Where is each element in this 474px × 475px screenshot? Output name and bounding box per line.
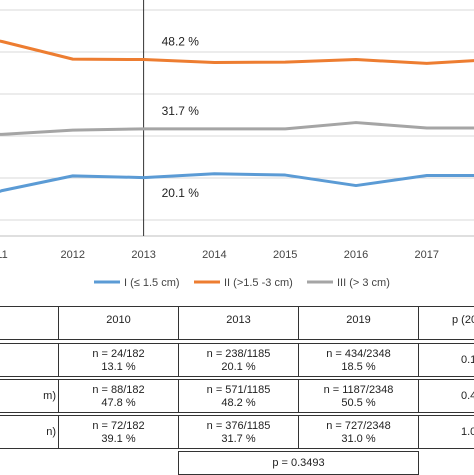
table-header-cell — [0, 306, 59, 340]
x-tick-label: 11 — [0, 249, 8, 261]
table-cell: n = 1187/2348 50.5 % — [298, 379, 419, 413]
legend-entry: III (> 3 cm) — [337, 277, 390, 289]
series-line-3 — [0, 121, 474, 136]
x-axis-ticks: 11 2012 2013 2014 2015 2016 2017 — [0, 249, 439, 261]
table-header-2019: 2019 — [298, 306, 419, 340]
table-cell: n = 88/182 47.8 % — [58, 379, 179, 413]
table-header-2013: 2013 — [178, 306, 299, 340]
table-cell: n = 727/2348 31.0 % — [298, 415, 419, 449]
x-tick-label: 2016 — [344, 249, 368, 261]
x-tick-label: 2014 — [202, 249, 226, 261]
annotations: 48.2 % 31.7 % 20.1 % — [162, 35, 200, 200]
table-row-label — [0, 343, 59, 377]
table-cell: 0.4 — [418, 379, 474, 413]
table-row-label: n) — [0, 415, 59, 449]
table-cell: 0.1 — [418, 343, 474, 377]
x-tick-label: 2017 — [415, 249, 439, 261]
series-lines — [0, 39, 474, 193]
table-footer-p-value: p = 0.3493 — [178, 451, 419, 475]
table-cell: n = 72/182 39.1 % — [58, 415, 179, 449]
x-tick-label: 2015 — [273, 249, 297, 261]
x-tick-label: 2013 — [131, 249, 155, 261]
line-chart: 48.2 % 31.7 % 20.1 % 11 2012 2013 2014 2015 201… — [0, 0, 474, 289]
x-tick-label: 2012 — [61, 249, 85, 261]
legend-entry: I (≤ 1.5 cm) — [124, 277, 180, 289]
annotation-label: 31.7 % — [162, 104, 200, 118]
table-cell: n = 376/1185 31.7 % — [178, 415, 299, 449]
table-cell: n = 434/2348 18.5 % — [298, 343, 419, 377]
series-line-2 — [0, 39, 474, 65]
legend: I (≤ 1.5 cm) II (>1.5 -3 cm) III (> 3 cm) — [94, 277, 390, 289]
annotation-label: 20.1 % — [162, 186, 200, 200]
table-row-label: m) — [0, 379, 59, 413]
legend-entry: II (>1.5 -3 cm) — [224, 277, 293, 289]
gridlines — [0, 9, 474, 237]
table-cell: n = 571/1185 48.2 % — [178, 379, 299, 413]
series-line-1 — [0, 172, 474, 193]
table-cell: n = 238/1185 20.1 % — [178, 343, 299, 377]
table-header-2010: 2010 — [58, 306, 179, 340]
table-cell: 1.0 — [418, 415, 474, 449]
table-cell: n = 24/182 13.1 % — [58, 343, 179, 377]
table-header-p: p (2013 — [418, 306, 474, 340]
annotation-label: 48.2 % — [162, 35, 200, 49]
